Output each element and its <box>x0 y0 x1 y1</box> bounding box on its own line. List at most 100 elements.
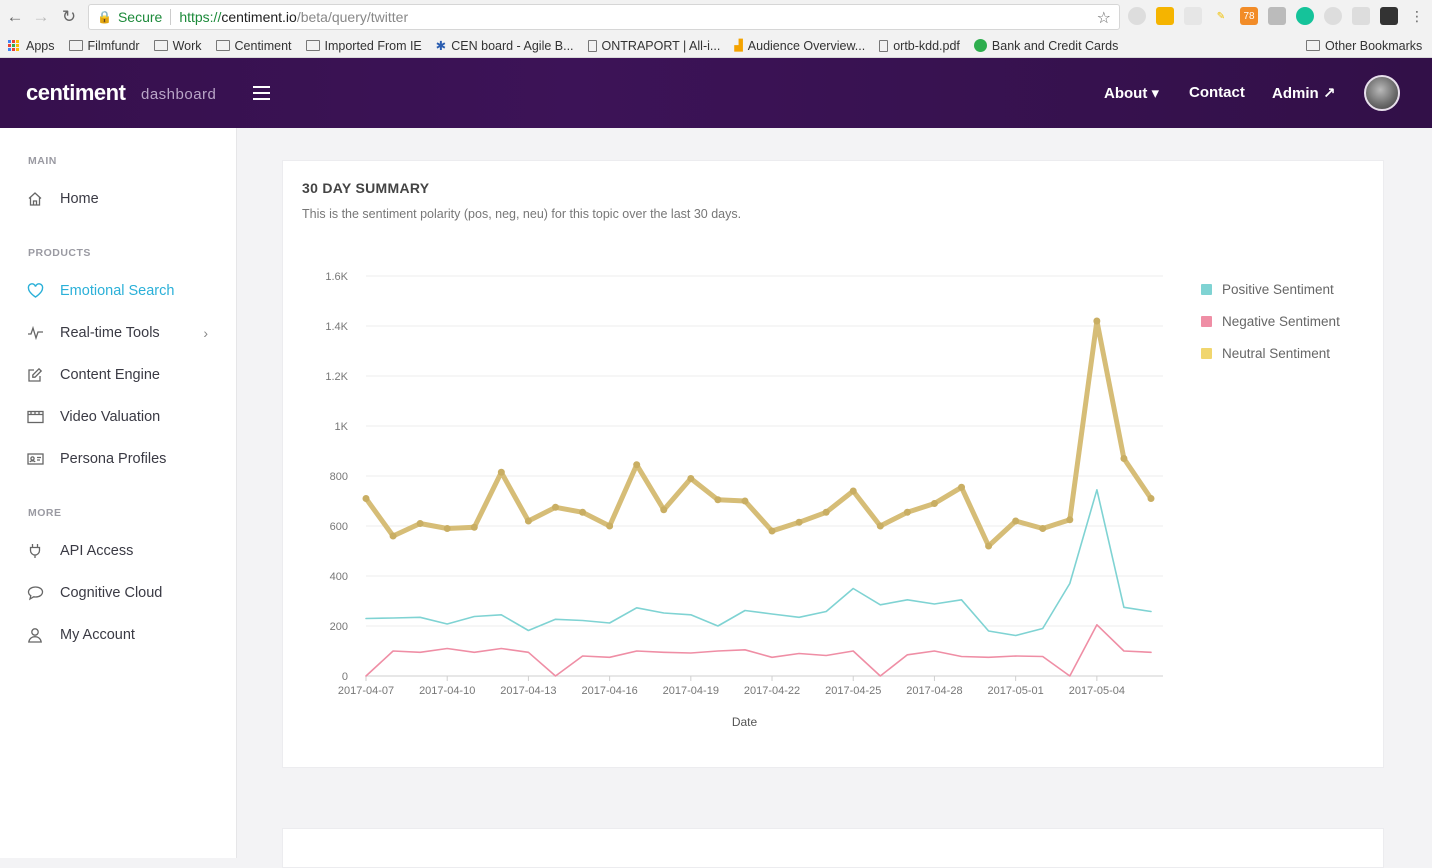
sidebar-item-realtime-tools[interactable]: Real-time Tools › <box>26 321 216 345</box>
bookmark-label: Filmfundr <box>87 38 140 53</box>
data-point[interactable] <box>1120 455 1128 462</box>
summary-card: 30 DAY SUMMARY This is the sentiment pol… <box>282 160 1384 768</box>
extension-icon[interactable]: ✎ <box>1212 7 1230 25</box>
address-bar[interactable]: 🔒 Secure https://centiment.io/beta/query… <box>88 4 1120 30</box>
app-header: centiment dashboard About ▾ Contact Admi… <box>0 58 1432 128</box>
data-point[interactable] <box>389 532 397 540</box>
extension-icon[interactable] <box>1184 7 1202 25</box>
data-point[interactable] <box>903 508 911 516</box>
extension-icon[interactable] <box>1380 7 1398 25</box>
bookmark-imported[interactable]: Imported From IE <box>305 39 422 53</box>
calendar-extension-icon[interactable]: 78 <box>1240 7 1258 25</box>
data-point[interactable] <box>714 496 722 504</box>
hamburger-menu-icon[interactable] <box>253 86 270 100</box>
apps-grid-icon <box>8 39 20 52</box>
bookmark-apps[interactable]: Apps <box>8 39 55 53</box>
section-heading-main: MAIN <box>28 155 57 167</box>
bookmark-centiment[interactable]: Centiment <box>215 39 292 53</box>
data-point[interactable] <box>958 483 966 491</box>
data-point[interactable] <box>1147 495 1155 502</box>
bookmark-audience[interactable]: ▟ Audience Overview... <box>734 39 865 53</box>
legend-item-positive[interactable]: Positive Sentiment <box>1201 273 1340 305</box>
sidebar-item-my-account[interactable]: My Account <box>26 623 216 647</box>
sidebar-item-label: Home <box>60 191 99 207</box>
data-point[interactable] <box>1039 525 1047 532</box>
nav-about[interactable]: About ▾ <box>1104 85 1160 102</box>
sidebar-item-label: Video Valuation <box>60 409 161 425</box>
sidebar-item-persona-profiles[interactable]: Persona Profiles <box>26 447 216 471</box>
reload-icon[interactable]: ↻ <box>61 7 77 26</box>
nav-contact[interactable]: Contact <box>1189 84 1245 101</box>
bookmark-filmfundr[interactable]: Filmfundr <box>68 38 140 53</box>
data-point[interactable] <box>687 475 695 482</box>
data-point[interactable] <box>985 542 993 550</box>
data-point[interactable] <box>470 523 478 531</box>
bookmark-ortb[interactable]: ortb-kdd.pdf <box>879 39 960 53</box>
data-point[interactable] <box>362 495 370 502</box>
extension-icon[interactable] <box>1128 7 1146 25</box>
pulse-icon <box>26 324 44 342</box>
data-point[interactable] <box>551 503 559 511</box>
sidebar-item-emotional-search[interactable]: Emotional Search <box>26 279 216 303</box>
data-point[interactable] <box>1093 317 1101 325</box>
series-line-negative[interactable] <box>365 624 1152 677</box>
back-icon[interactable]: ← <box>6 7 24 26</box>
url-divider <box>170 9 172 25</box>
bookmark-label: ONTRAPORT | All-i... <box>601 38 721 53</box>
data-point[interactable] <box>741 497 749 505</box>
sidebar-item-cognitive-cloud[interactable]: Cognitive Cloud <box>26 581 216 605</box>
sidebar-item-label: Persona Profiles <box>60 451 167 467</box>
y-tick-label: 1.4K <box>325 321 348 333</box>
sidebar-item-api-access[interactable]: API Access <box>26 539 216 563</box>
extension-icon[interactable] <box>1324 7 1342 25</box>
sidebar-item-content-engine[interactable]: Content Engine <box>26 363 216 387</box>
menu-dots-icon[interactable]: ⋮ <box>1410 7 1424 24</box>
logo[interactable]: centiment <box>26 80 126 105</box>
x-tick-label: 2017-05-04 <box>1069 685 1125 697</box>
data-point[interactable] <box>606 522 614 530</box>
data-point[interactable] <box>633 461 641 469</box>
data-point[interactable] <box>822 508 830 516</box>
bookmark-bank[interactable]: Bank and Credit Cards <box>973 38 1119 53</box>
sentiment-line-chart[interactable]: 0 200 400 600 800 1K 1.2K 1.4K 1.6K 2017-04-07 20… <box>283 251 1183 731</box>
data-point[interactable] <box>930 500 938 507</box>
nav-admin[interactable]: Admin ↗ <box>1272 85 1336 102</box>
data-point[interactable] <box>416 520 424 527</box>
y-tick-label: 400 <box>330 571 348 583</box>
bookmark-star-icon[interactable]: ☆ <box>1096 10 1111 27</box>
data-point[interactable] <box>524 517 532 525</box>
legend-label: Positive Sentiment <box>1222 281 1334 297</box>
y-tick-label: 1K <box>335 421 349 433</box>
data-point[interactable] <box>876 522 884 530</box>
legend-item-neutral[interactable]: Neutral Sentiment <box>1201 337 1340 369</box>
extension-icon[interactable] <box>1268 7 1286 25</box>
extension-icon[interactable] <box>1156 7 1174 25</box>
bookmark-label: Bank and Credit Cards <box>991 38 1119 53</box>
data-point[interactable] <box>443 525 451 532</box>
sidebar-item-video-valuation[interactable]: Video Valuation <box>26 405 216 429</box>
forward-icon[interactable]: → <box>32 7 50 26</box>
data-point[interactable] <box>497 468 505 476</box>
data-point[interactable] <box>795 518 803 526</box>
avatar[interactable] <box>1364 75 1400 111</box>
url-path: /beta/query/twitter <box>296 9 409 25</box>
data-point[interactable] <box>1012 517 1020 525</box>
legend-item-negative[interactable]: Negative Sentiment <box>1201 305 1340 337</box>
data-point[interactable] <box>849 487 857 495</box>
bookmark-cen-board[interactable]: ✱ CEN board - Agile B... <box>435 38 574 54</box>
data-point[interactable] <box>579 508 587 516</box>
bookmark-ontraport[interactable]: ONTRAPORT | All-i... <box>587 38 721 53</box>
legend-swatch <box>1201 315 1212 327</box>
bookmark-work[interactable]: Work <box>153 39 202 53</box>
data-point[interactable] <box>1066 516 1074 524</box>
extension-icon[interactable] <box>1352 7 1370 25</box>
x-axis-label: Date <box>732 715 758 729</box>
bookmark-other[interactable]: Other Bookmarks <box>1306 39 1422 53</box>
grammarly-icon[interactable] <box>1296 7 1314 25</box>
sidebar-item-home[interactable]: Home <box>26 187 216 211</box>
series-line-neutral[interactable] <box>363 318 1154 549</box>
agile-icon: ✱ <box>435 39 447 53</box>
data-point[interactable] <box>660 506 668 514</box>
data-point[interactable] <box>768 527 776 535</box>
series-line-positive[interactable] <box>365 489 1152 637</box>
